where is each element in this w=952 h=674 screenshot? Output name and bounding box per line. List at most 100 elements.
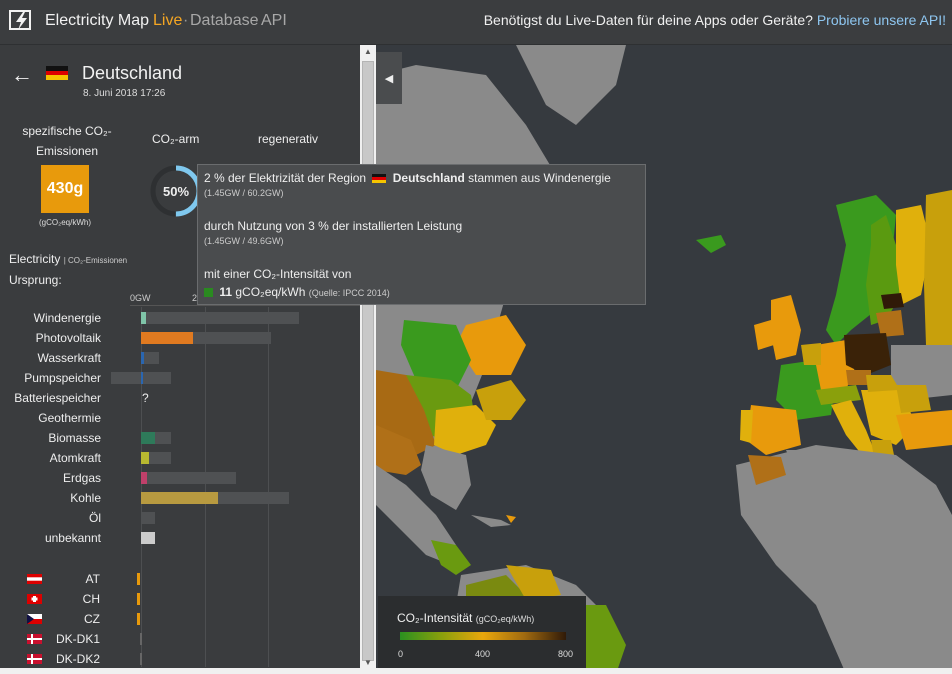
legend-unit: (gCO₂eq/kWh) xyxy=(475,614,535,624)
map-region-portugal xyxy=(740,410,753,443)
production-row-label: unbekannt xyxy=(44,531,101,545)
tooltip-line-share: 2 % der Elektrizität der Region Deutschl… xyxy=(204,171,611,185)
gridline xyxy=(268,307,269,667)
production-capacity-bar[interactable] xyxy=(141,312,299,324)
production-value-bar[interactable] xyxy=(141,532,155,544)
horizontal-scrollbar xyxy=(0,668,952,674)
production-row-label: Batteriespeicher xyxy=(14,391,101,405)
gridline xyxy=(205,307,206,667)
co2-intensity-label: spezifische CO₂-Emissionen xyxy=(22,124,112,158)
api-promo: Benötigst du Live-Daten für deine Apps o… xyxy=(484,12,946,28)
collapse-panel-arrow-icon[interactable]: ◀ xyxy=(376,52,402,104)
tooltip-intensity-row: 11 gCO₂eq/kWh (Quelle: IPCC 2014) xyxy=(204,285,390,299)
tooltip-intensity-unit: gCO₂eq/kWh xyxy=(235,285,306,299)
production-capacity-bar[interactable] xyxy=(141,472,236,484)
co2-intensity-value[interactable]: 430g xyxy=(41,165,89,213)
denmark-flag-icon xyxy=(27,654,42,664)
production-row-label: Biomasse xyxy=(48,431,101,445)
legend-title-text: CO₂-Intensität xyxy=(397,611,473,625)
map-region-uk xyxy=(771,295,801,360)
czech-flag-icon xyxy=(27,614,42,624)
map-canvas[interactable] xyxy=(376,45,952,674)
promo-api-link[interactable]: Probiere unsere API! xyxy=(816,12,946,28)
lowcarbon-value: 50% xyxy=(162,183,190,199)
map-region-alps xyxy=(816,385,861,405)
axis-line xyxy=(130,305,360,306)
scroll-thumb[interactable] xyxy=(362,61,374,661)
tooltip-share-detail: (1.45GW / 60.2GW) xyxy=(204,188,284,198)
map-region-estonia xyxy=(881,293,904,309)
exchange-bar[interactable] xyxy=(140,633,142,645)
map-region-sweden xyxy=(866,215,901,325)
production-value-bar[interactable] xyxy=(141,352,144,364)
tooltip-capacity-text: durch Nutzung von 3 % der installierten … xyxy=(204,219,463,233)
tooltip-zone-name: Deutschland xyxy=(392,171,465,185)
nav-separator: · xyxy=(183,12,189,29)
map-region-iceland xyxy=(696,235,726,253)
breakdown-mode-emissions[interactable]: | CO₂-Emissionen xyxy=(63,256,128,265)
legend-title: CO₂-Intensität (gCO₂eq/kWh) xyxy=(397,611,534,625)
production-capacity-bar[interactable] xyxy=(141,512,155,524)
exchange-bar[interactable] xyxy=(137,613,140,625)
map-region-north-africa xyxy=(786,450,856,475)
zero-gridline xyxy=(141,307,142,667)
brand-name[interactable]: Electricity Map xyxy=(45,12,150,29)
production-value-bar[interactable] xyxy=(141,332,193,344)
production-row-label: Kohle xyxy=(70,491,101,505)
production-value-bar[interactable] xyxy=(141,312,146,324)
map-region-morocco xyxy=(748,455,786,485)
map-region-finland xyxy=(896,205,931,305)
legend-gradient xyxy=(400,632,566,640)
production-value-bar[interactable] xyxy=(141,472,147,484)
tooltip-capacity-detail: (1.45GW / 49.6GW) xyxy=(204,236,284,246)
electricity-map-logo-icon[interactable] xyxy=(9,10,35,32)
panel-scrollbar[interactable]: ▲ ▼ xyxy=(360,45,376,674)
map-region-russia-nw xyxy=(924,190,952,345)
exchange-bar[interactable] xyxy=(140,653,142,665)
exchange-bar[interactable] xyxy=(137,593,140,605)
exchange-bar[interactable] xyxy=(137,573,140,585)
map-region-benelux xyxy=(801,343,821,365)
map-region-canada-east xyxy=(456,315,526,375)
map-region-us-northeast xyxy=(476,380,526,420)
exchange-row-label: CH xyxy=(82,592,100,606)
production-row-label: Pumpspeicher xyxy=(24,371,101,385)
nav-database-link[interactable]: Database xyxy=(190,12,259,29)
production-row-label: Atomkraft xyxy=(49,451,101,465)
map-region-hungary xyxy=(866,375,898,392)
intensity-color-swatch xyxy=(204,288,213,297)
world-map[interactable] xyxy=(376,45,952,674)
production-value-bar[interactable] xyxy=(141,492,218,504)
renewable-label: regenerativ xyxy=(258,132,319,146)
production-row-label: Photovoltaik xyxy=(35,331,101,345)
scroll-down-arrow-icon[interactable]: ▼ xyxy=(364,658,372,667)
nav-live-link[interactable]: Live xyxy=(153,12,183,29)
map-region-baltics xyxy=(876,310,904,337)
back-arrow-icon[interactable]: ← xyxy=(11,62,33,87)
map-region-central-america xyxy=(431,540,471,575)
map-region-romania xyxy=(896,385,931,413)
top-bar: Electricity Map Live · Database · API Be… xyxy=(0,0,952,45)
production-capacity-bar[interactable] xyxy=(141,352,159,364)
map-region-italy xyxy=(831,400,876,460)
map-region-africa xyxy=(736,445,952,674)
zone-name: Deutschland xyxy=(82,63,183,83)
map-region-mexico xyxy=(376,465,456,565)
denmark-flag-icon xyxy=(27,634,42,644)
production-value-bar[interactable] xyxy=(141,372,143,384)
production-value-bar[interactable] xyxy=(141,452,149,464)
exchange-row-label: AT xyxy=(85,572,100,586)
tooltip-source-text: stammen aus Windenergie xyxy=(468,171,611,185)
map-region-greenland xyxy=(516,45,626,125)
map-region-venezuela xyxy=(506,565,561,600)
nav-api-link[interactable]: API xyxy=(261,12,287,29)
co2-intensity-unit: (gCO₂eq/kWh) xyxy=(38,218,91,227)
production-row-label: Erdgas xyxy=(62,471,101,485)
breakdown-mode-electricity[interactable]: Electricity xyxy=(9,252,61,266)
exchange-row-label: CZ xyxy=(84,612,100,626)
map-region-puerto-rico xyxy=(506,515,516,523)
scroll-up-arrow-icon[interactable]: ▲ xyxy=(364,47,372,56)
legend-tick-0: 0 xyxy=(398,649,404,659)
production-value-bar[interactable] xyxy=(141,432,155,444)
exchange-row-label: DK-DK2 xyxy=(55,652,100,666)
